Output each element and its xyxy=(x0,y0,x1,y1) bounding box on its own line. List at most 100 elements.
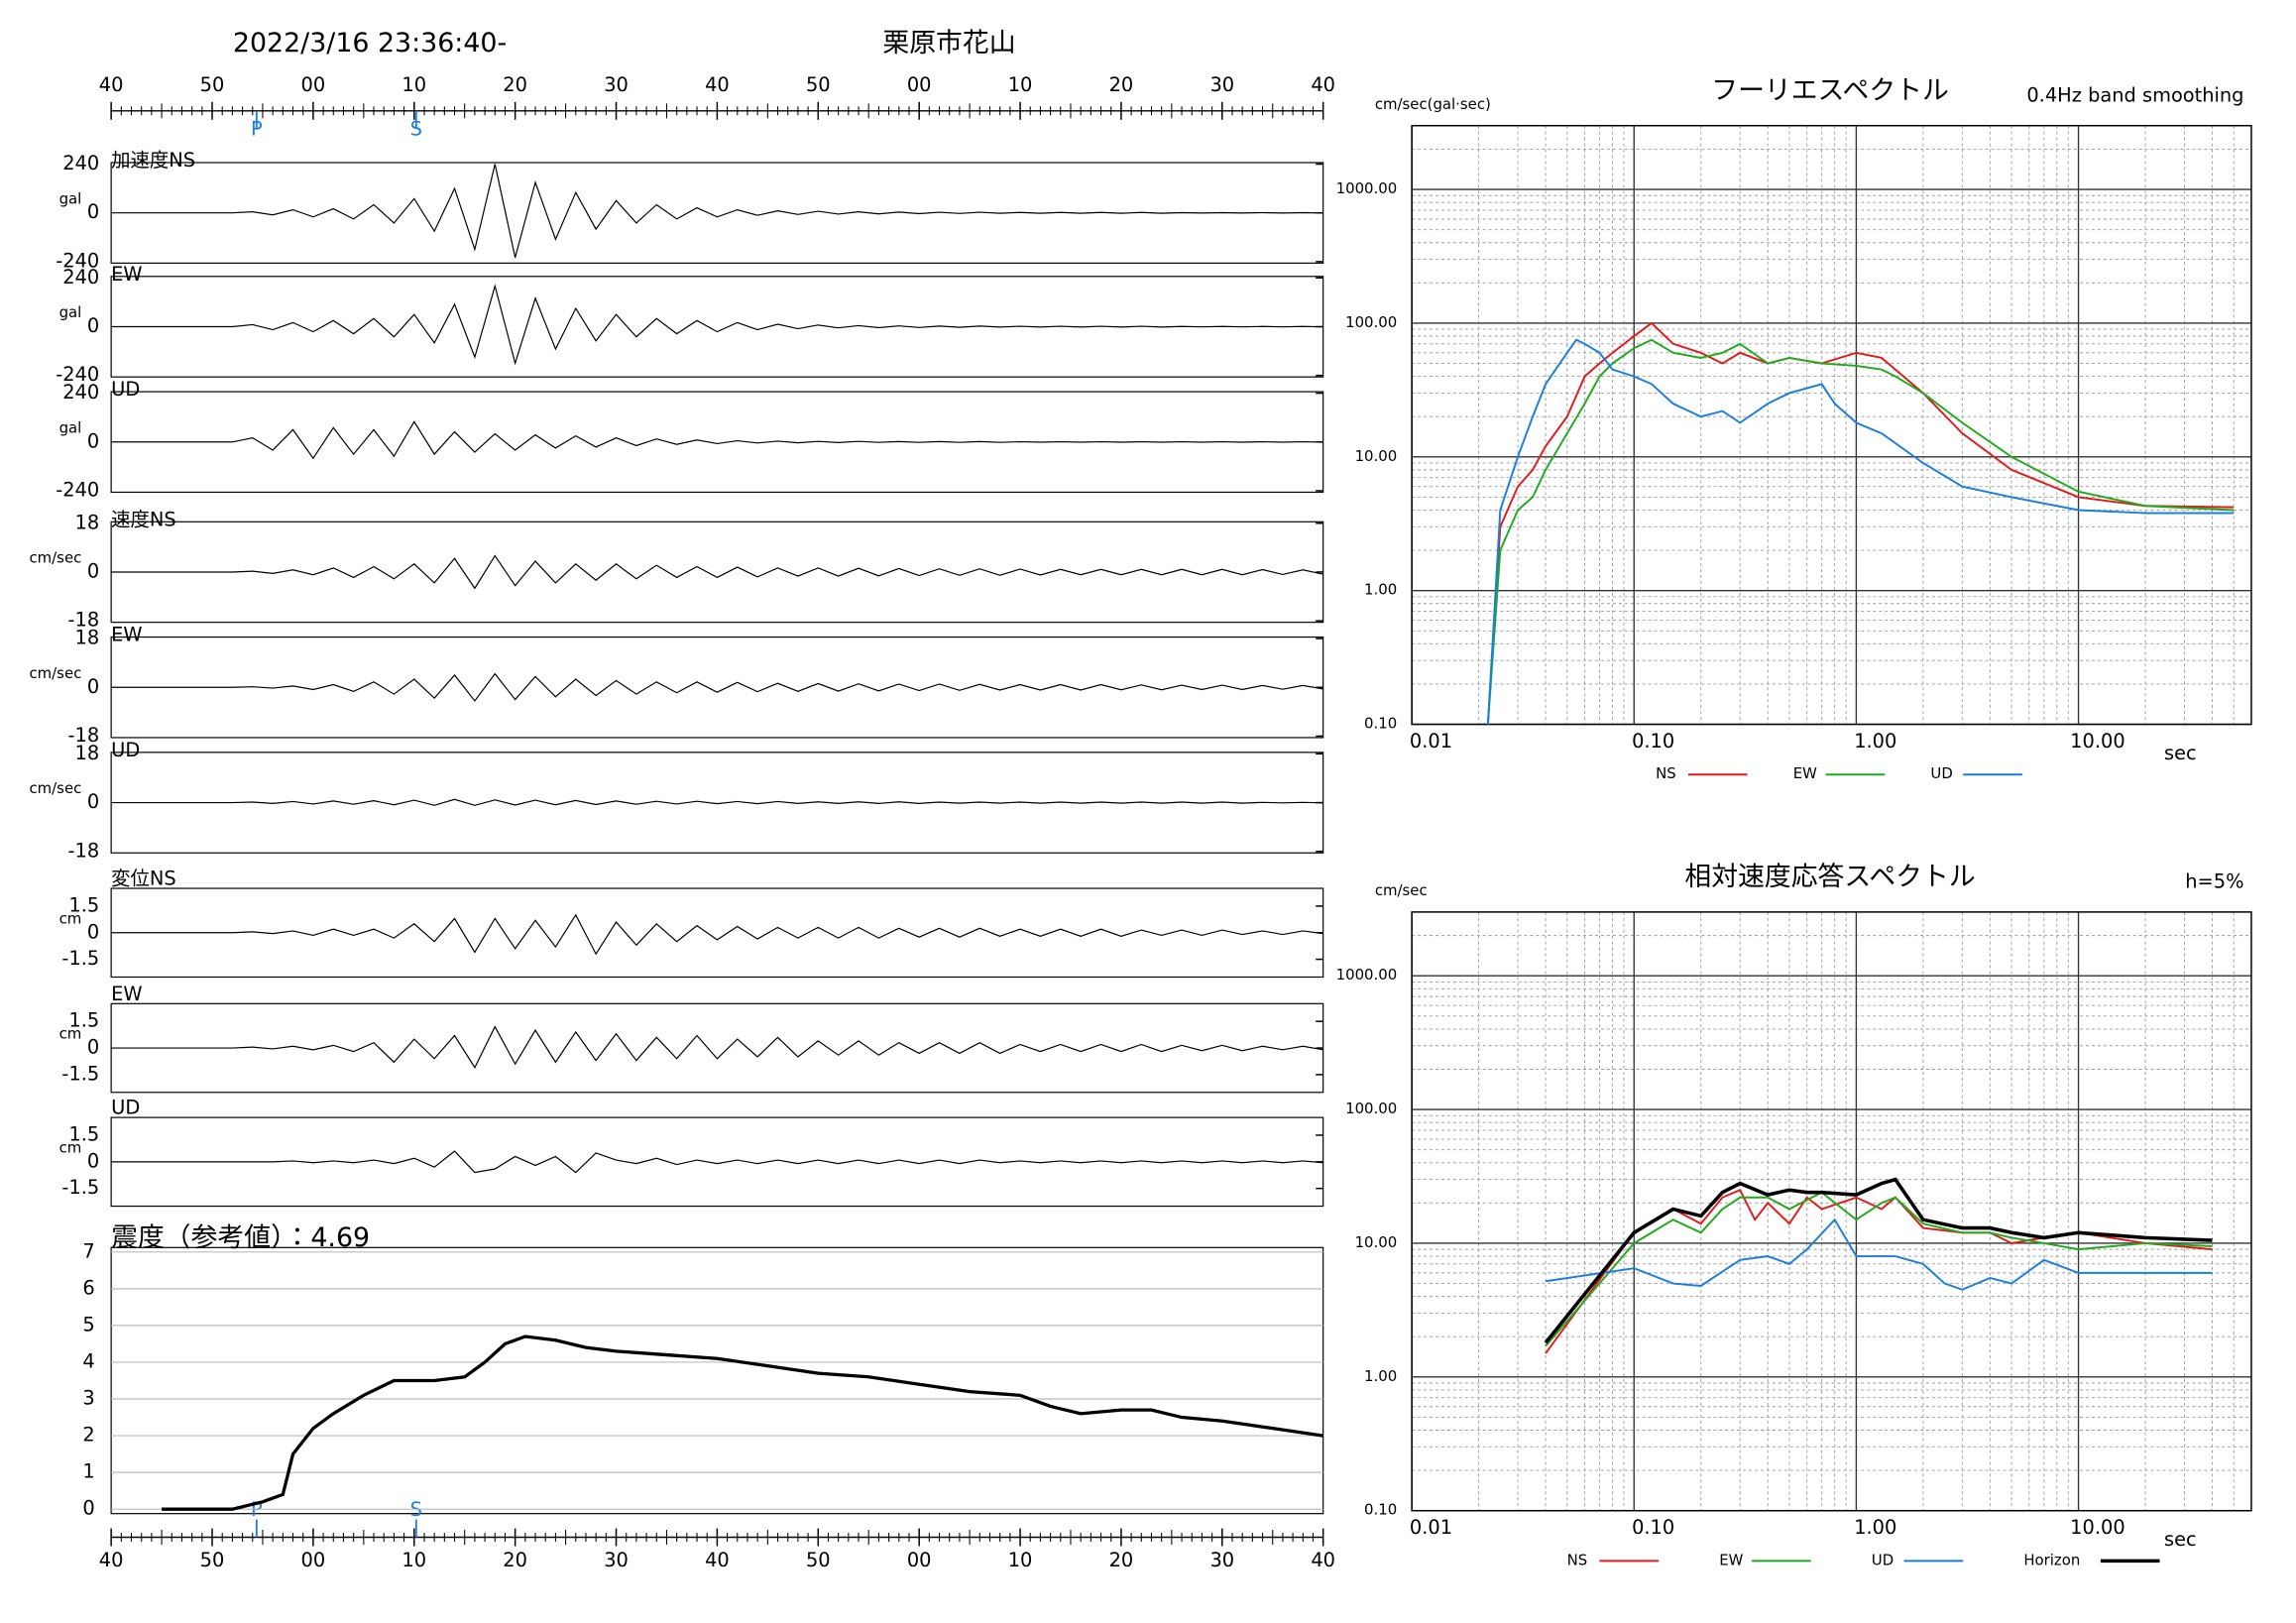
y-tick-label: 0 xyxy=(87,314,99,337)
y-tick-label: 5 xyxy=(82,1313,94,1335)
x-tick-label: 20 xyxy=(503,1549,527,1571)
spectrum-line xyxy=(1545,1217,2213,1291)
trace-name: EW xyxy=(111,983,142,1005)
y-tick-label: 240 xyxy=(62,152,99,174)
y-tick-label: 1 xyxy=(82,1460,94,1483)
x-tick-label: 40 xyxy=(705,73,730,96)
intensity-line xyxy=(162,1334,1323,1511)
y-tick-label: -240 xyxy=(56,478,99,501)
x-tick-label: 50 xyxy=(200,1549,225,1571)
y-tick-label: 4 xyxy=(82,1349,94,1372)
unit-label: cm xyxy=(59,1025,82,1043)
y-tick-label: -1.5 xyxy=(61,1062,99,1085)
plot-frame xyxy=(1411,911,2252,1512)
y-tick-label: 0 xyxy=(87,559,99,582)
y-tick-label: -240 xyxy=(56,249,99,272)
y-tick-label: 1.00 xyxy=(1364,1367,1397,1385)
x-tick-label: 00 xyxy=(907,73,932,96)
waveform xyxy=(111,554,1323,590)
y-tick-label: 0 xyxy=(87,200,99,223)
unit-label: cm xyxy=(59,909,82,927)
trace-frame xyxy=(110,887,1324,979)
x-tick-label: 50 xyxy=(806,73,831,96)
spectrum-subtitle: 0.4Hz band smoothing xyxy=(2026,83,2243,106)
trace-frame xyxy=(110,521,1324,624)
trace-frame xyxy=(110,636,1324,739)
y-tick-label: 3 xyxy=(82,1387,94,1410)
spectrum-title: 相対速度応答スペクトル xyxy=(1684,862,1975,892)
x-tick-label: 1.00 xyxy=(1854,1516,1896,1539)
y-tick-label: 100.00 xyxy=(1345,313,1397,331)
trace-frame xyxy=(110,1002,1324,1094)
trace-name: EW xyxy=(111,624,142,646)
x-tick-label: 40 xyxy=(99,73,124,96)
x-tick-label: 10 xyxy=(1008,1549,1033,1571)
record-datetime: 2022/3/16 23:36:40- xyxy=(233,28,507,58)
y-tick-label: 18 xyxy=(75,511,100,533)
y-tick-label: 1.5 xyxy=(68,1123,99,1146)
spectrum-line xyxy=(1545,1189,2213,1354)
y-tick-label: 0 xyxy=(87,1036,99,1059)
y-tick-label: 0 xyxy=(87,675,99,698)
y-tick-label: -18 xyxy=(68,724,100,747)
y-tick-label: 7 xyxy=(82,1239,94,1262)
y-tick-label: 0 xyxy=(87,429,99,452)
x-tick-label: 30 xyxy=(1209,73,1234,96)
x-tick-label: 20 xyxy=(1109,73,1134,96)
x-tick-label: 20 xyxy=(1109,1549,1134,1571)
y-tick-label: 1.5 xyxy=(68,1009,99,1032)
legend-label: EW xyxy=(1719,1551,1743,1568)
x-tick-label: 00 xyxy=(907,1549,932,1571)
x-axis-label: sec xyxy=(2164,742,2197,764)
trace-name: 速度NS xyxy=(111,508,176,530)
y-tick-label: 1000.00 xyxy=(1336,179,1398,197)
y-tick-label: 0 xyxy=(82,1497,94,1520)
y-tick-label: 1.5 xyxy=(68,893,99,916)
y-axis-label: cm/sec(gal·sec) xyxy=(1375,95,1491,113)
y-tick-label: 0 xyxy=(87,1149,99,1172)
y-tick-label: 0.10 xyxy=(1364,1501,1397,1519)
y-tick-label: -18 xyxy=(68,609,100,632)
y-tick-label: 6 xyxy=(82,1276,94,1299)
trace-name: UD xyxy=(111,378,140,401)
trace-name: 加速度NS xyxy=(111,149,195,172)
x-tick-label: 10 xyxy=(1008,73,1033,96)
phase-label: P xyxy=(251,118,263,141)
intensity-title: 震度（参考値）：4.69 xyxy=(111,1222,370,1253)
y-tick-label: -240 xyxy=(56,363,99,386)
legend-label: NS xyxy=(1656,764,1676,782)
x-tick-label: 00 xyxy=(301,73,326,96)
x-tick-label: 0.01 xyxy=(1410,1516,1452,1539)
y-tick-label: 100.00 xyxy=(1345,1100,1397,1117)
x-tick-label: 40 xyxy=(1311,73,1335,96)
x-tick-label: 00 xyxy=(301,1549,326,1571)
y-tick-label: -1.5 xyxy=(61,947,99,970)
y-tick-label: 1.00 xyxy=(1364,581,1397,599)
x-tick-label: 50 xyxy=(806,1549,831,1571)
legend-label: UD xyxy=(1930,764,1952,782)
x-tick-label: 0.10 xyxy=(1632,730,1674,753)
trace-name: EW xyxy=(111,263,142,286)
unit-label: cm xyxy=(59,1138,82,1156)
y-tick-label: 18 xyxy=(75,627,100,649)
phase-label: S xyxy=(410,118,422,141)
trace-frame xyxy=(110,1116,1324,1208)
x-tick-label: 30 xyxy=(604,73,629,96)
y-tick-label: 240 xyxy=(62,381,99,404)
y-tick-label: 18 xyxy=(75,742,100,764)
x-tick-label: 20 xyxy=(503,73,527,96)
x-tick-label: 10.00 xyxy=(2070,1516,2124,1539)
waveform xyxy=(111,164,1323,258)
waveform xyxy=(111,1150,1323,1174)
x-tick-label: 10 xyxy=(402,1549,426,1571)
unit-label: cm/sec xyxy=(29,549,81,567)
spectrum-line xyxy=(1545,1191,2213,1347)
x-tick-label: 40 xyxy=(99,1549,124,1571)
waveform xyxy=(111,1025,1323,1069)
trace-name: UD xyxy=(111,739,140,761)
y-tick-label: 0.10 xyxy=(1364,715,1397,733)
x-tick-label: 50 xyxy=(200,73,225,96)
unit-label: gal xyxy=(59,189,82,207)
spectrum-subtitle: h=5% xyxy=(2185,870,2243,893)
